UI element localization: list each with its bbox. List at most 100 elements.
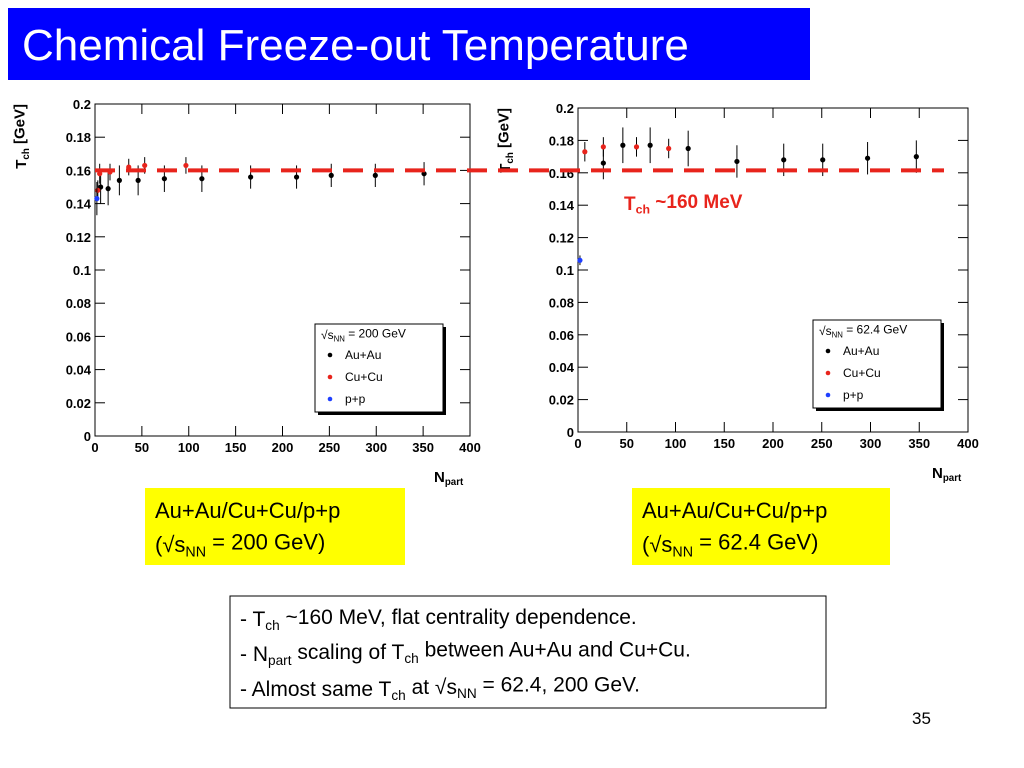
point (620, 142, 626, 148)
point (685, 145, 691, 152)
text-part: N (434, 469, 445, 486)
point (600, 144, 606, 150)
subscript: ch (21, 148, 32, 159)
y-tick-label: 0 (567, 425, 574, 440)
subscript: NN (457, 686, 477, 701)
point (647, 142, 653, 148)
point (820, 157, 826, 163)
y-tick-label: 0.04 (66, 363, 92, 378)
x-axis-label: Npart (434, 469, 464, 488)
text-part: between Au+Au and Cu+Cu. (419, 639, 691, 662)
text-part: T (13, 160, 30, 169)
point (293, 174, 300, 180)
text-part: √s (321, 328, 334, 342)
legend-title: √sNN = 62.4 GeV (819, 323, 907, 340)
caption-line: Au+Au/Cu+Cu/p+p (642, 498, 827, 523)
bullet: - Almost same Tch at √sNN = 62.4, 200 Ge… (240, 674, 640, 704)
y-tick-label: 0.2 (556, 101, 574, 116)
text-part: = 62.4, 200 GeV. (477, 674, 640, 697)
y-tick-label: 0.1 (73, 263, 91, 278)
caption-line: Au+Au/Cu+Cu/p+p (155, 498, 340, 523)
point (161, 176, 167, 182)
y-axis-label: Tch [GeV] (11, 104, 32, 169)
point (97, 171, 103, 177)
point (577, 257, 583, 263)
y-tick-label: 0.14 (549, 198, 575, 213)
point (95, 187, 101, 193)
text-part: (√s (155, 532, 185, 557)
subscript: part (445, 477, 464, 488)
x-tick-label: 400 (957, 436, 979, 451)
y-tick-label: 0.08 (66, 296, 91, 311)
point (94, 196, 100, 202)
y-tick-label: 0.06 (66, 329, 91, 344)
legend-marker (327, 352, 333, 358)
legend-label: Cu+Cu (843, 366, 881, 380)
text-part: = 200 GeV (345, 327, 406, 341)
legend-label: Au+Au (345, 348, 381, 362)
slide-title: Chemical Freeze-out Temperature (22, 21, 689, 70)
y-tick-label: 0.12 (549, 231, 574, 246)
x-tick-label: 250 (319, 440, 341, 455)
text-part: Au+Au/Cu+Cu/p+p (155, 498, 340, 523)
x-tick-label: 50 (135, 440, 149, 455)
point (183, 162, 189, 169)
subscript: part (268, 653, 292, 668)
x-tick-label: 100 (665, 436, 687, 451)
subscript: ch (636, 203, 650, 217)
point (142, 162, 148, 169)
bullet-box (229, 595, 827, 709)
subscript: ch (265, 618, 279, 633)
text-part: = 200 GeV) (206, 530, 325, 555)
caption-box (145, 488, 405, 565)
y-tick-label: 0.16 (66, 163, 91, 178)
legend-marker (825, 348, 831, 354)
bullet: - Npart scaling of Tch between Au+Au and… (240, 639, 691, 669)
legend-marker (327, 396, 333, 402)
point (666, 145, 672, 152)
text-part: [GeV] (11, 104, 28, 148)
text-part: scaling of T (292, 641, 405, 664)
point (116, 177, 122, 183)
x-tick-label: 300 (860, 436, 882, 451)
legend-label: Au+Au (843, 344, 879, 358)
legend-label: p+p (843, 388, 864, 402)
x-tick-label: 0 (91, 440, 98, 455)
text-part: T (624, 194, 636, 215)
subscript: NN (832, 330, 843, 339)
y-tick-label: 0.16 (549, 166, 574, 181)
x-tick-label: 350 (908, 436, 930, 451)
point (421, 171, 427, 177)
point (105, 186, 111, 192)
text-part: √s (819, 324, 832, 338)
point (248, 174, 254, 180)
bullet: - Tch ~160 MeV, flat centrality dependen… (240, 606, 637, 633)
y-tick-label: 0.2 (73, 97, 91, 112)
point (372, 172, 378, 178)
subscript: part (943, 473, 962, 484)
point (126, 164, 132, 170)
legend-marker (825, 370, 831, 376)
legend-label: p+p (345, 392, 366, 406)
point (328, 172, 334, 178)
text-part: - N (240, 643, 268, 666)
legend-marker (825, 392, 831, 398)
x-tick-label: 200 (762, 436, 784, 451)
x-tick-label: 0 (574, 436, 581, 451)
point (199, 176, 205, 182)
y-tick-label: 0.06 (549, 328, 574, 343)
y-tick-label: 0.12 (66, 230, 91, 245)
point (600, 160, 606, 166)
x-tick-label: 150 (225, 440, 247, 455)
y-tick-label: 0.18 (549, 133, 574, 148)
annotation: Tch ~160 MeV (624, 192, 743, 217)
caption-line: (√sNN = 62.4 GeV) (642, 530, 818, 561)
point (864, 155, 871, 161)
y-tick-label: 0.18 (66, 130, 91, 145)
text-part: N (932, 465, 943, 482)
text-part: = 62.4 GeV (843, 323, 907, 337)
page-number: 35 (912, 709, 931, 728)
title-box (8, 8, 810, 80)
legend-label: Cu+Cu (345, 370, 383, 384)
text-part: T (497, 164, 514, 173)
